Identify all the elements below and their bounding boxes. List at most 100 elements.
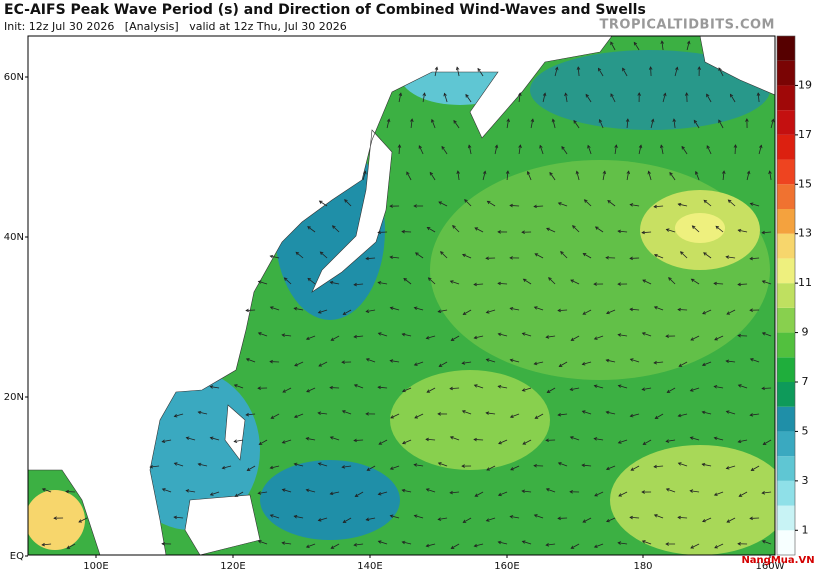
arrow xyxy=(582,410,592,415)
arrow-head xyxy=(414,252,419,256)
arrow-head xyxy=(557,462,562,466)
arrow xyxy=(174,413,184,417)
lon-label: 100E xyxy=(83,561,108,572)
arrow-head xyxy=(389,306,394,310)
arrow xyxy=(758,145,762,155)
arrow-head xyxy=(582,519,587,523)
arrow-head xyxy=(317,518,322,522)
arrow xyxy=(390,256,400,259)
arrow-head xyxy=(425,437,430,442)
arrow-head xyxy=(582,311,587,315)
arrow xyxy=(702,361,712,366)
arrow xyxy=(570,436,580,441)
arrow-head xyxy=(713,492,718,496)
arrow-head xyxy=(533,514,538,518)
arrow xyxy=(440,251,448,259)
arrow xyxy=(406,171,412,181)
arrow-head xyxy=(690,337,695,341)
arrow xyxy=(606,517,616,522)
arrow xyxy=(426,335,436,339)
arrow xyxy=(769,171,772,181)
arrow xyxy=(246,309,256,311)
arrow-head xyxy=(66,545,71,549)
arrow-head xyxy=(534,253,539,257)
arrow xyxy=(282,334,292,337)
arrow xyxy=(642,332,652,337)
arrow-head xyxy=(185,489,190,493)
arrow xyxy=(558,413,568,416)
arrow-head xyxy=(694,170,699,175)
arrow-head xyxy=(738,493,743,497)
arrow xyxy=(295,251,304,259)
arrow-head xyxy=(365,412,369,416)
arrow-head xyxy=(593,336,598,340)
arrow xyxy=(486,517,496,522)
arrow-head xyxy=(473,543,478,548)
arrow-head xyxy=(583,199,588,203)
arrow-head xyxy=(305,437,310,441)
arrow xyxy=(306,543,316,548)
arrow-head xyxy=(642,441,647,445)
arrow-head xyxy=(353,543,358,547)
colorbar-segment xyxy=(777,209,795,234)
arrow-head xyxy=(413,362,418,366)
colorbar-segment xyxy=(777,85,795,111)
colorbar-segment xyxy=(777,110,795,135)
arrow xyxy=(307,226,316,233)
arrow xyxy=(585,94,592,103)
arrow-head xyxy=(353,282,358,287)
lon-label: 180 xyxy=(633,561,652,572)
arrow xyxy=(474,227,484,233)
arrow-head xyxy=(737,333,741,338)
arrow xyxy=(614,145,617,155)
arrow-head xyxy=(737,384,742,388)
arrow-head xyxy=(610,41,614,46)
arrow-head xyxy=(737,439,742,444)
lon-label: 120E xyxy=(220,561,245,572)
arrow xyxy=(450,436,460,441)
arrow-head xyxy=(617,541,622,545)
arrow-head xyxy=(607,200,611,204)
arrow xyxy=(595,226,604,233)
arrow xyxy=(402,439,412,444)
arrow-head xyxy=(403,277,408,282)
arrow xyxy=(307,278,316,285)
arrow-head xyxy=(681,145,685,150)
arrow xyxy=(66,491,76,493)
arrow xyxy=(530,119,534,129)
arrow-head xyxy=(521,540,526,544)
arrow-head xyxy=(629,256,633,261)
arrow-head xyxy=(690,545,695,549)
arrow-head xyxy=(727,199,732,203)
arrow xyxy=(463,309,472,315)
arrow xyxy=(703,252,712,259)
arrow-head xyxy=(749,256,754,261)
arrow-head xyxy=(539,144,543,149)
arrow xyxy=(527,171,532,181)
arrow-head xyxy=(473,384,478,388)
arrow-head xyxy=(443,92,447,97)
arrow-head xyxy=(473,437,477,442)
arrow-head xyxy=(534,415,539,419)
land xyxy=(28,36,775,555)
arrow-head xyxy=(546,227,550,231)
arrow-head xyxy=(173,515,178,520)
arrow xyxy=(630,308,640,311)
arrow-head xyxy=(281,333,286,337)
arrow-head xyxy=(545,488,550,492)
arrow-head xyxy=(761,230,766,235)
arrow xyxy=(450,387,460,390)
arrow-head xyxy=(726,311,731,315)
arrow xyxy=(306,335,316,340)
arrow-head xyxy=(713,281,717,286)
arrow xyxy=(398,144,400,155)
arrow xyxy=(518,145,521,155)
arrow xyxy=(618,230,628,233)
arrow xyxy=(390,360,400,363)
arrow-head xyxy=(197,462,202,467)
arrow xyxy=(510,465,520,471)
arrow-head xyxy=(477,67,481,72)
arrow-head xyxy=(660,40,664,45)
arrow-head xyxy=(701,362,706,367)
arrow xyxy=(642,279,652,285)
